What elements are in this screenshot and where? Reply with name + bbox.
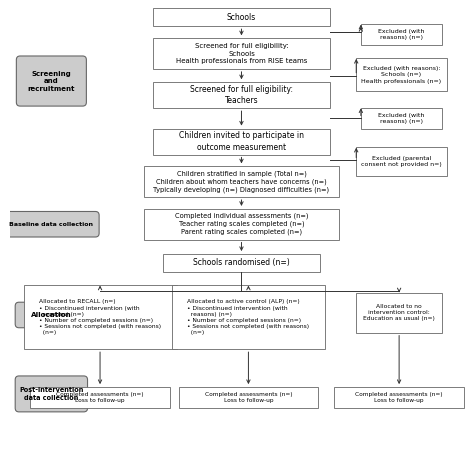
Text: Schools randomised (n=): Schools randomised (n=) [193,258,290,267]
FancyBboxPatch shape [154,128,329,155]
Text: Excluded (parental
consent not provided n=): Excluded (parental consent not provided … [361,156,442,167]
FancyBboxPatch shape [144,166,339,197]
FancyBboxPatch shape [30,387,170,408]
FancyBboxPatch shape [179,387,318,408]
FancyBboxPatch shape [24,285,176,349]
FancyBboxPatch shape [172,285,325,349]
Text: Screened for full eligibility:
Schools
Health professionals from RISE teams: Screened for full eligibility: Schools H… [176,43,307,64]
Text: Excluded (with reasons):
Schools (n=)
Health professionals (n=): Excluded (with reasons): Schools (n=) He… [361,66,441,83]
Text: Excluded (with
reasons) (n=): Excluded (with reasons) (n=) [378,113,425,124]
FancyBboxPatch shape [361,108,442,129]
Text: Allocated to RECALL (n=)
• Discontinued intervention (with
  reasons) (n=)
• Num: Allocated to RECALL (n=) • Discontinued … [39,300,161,335]
Text: Excluded (with
reasons) (n=): Excluded (with reasons) (n=) [378,29,425,40]
Text: Allocation: Allocation [31,312,72,318]
FancyBboxPatch shape [17,56,86,106]
Text: Children stratified in sample (Total n=)
Children about whom teachers have conce: Children stratified in sample (Total n=)… [154,171,329,193]
Text: Children invited to participate in
outcome measurement: Children invited to participate in outco… [179,131,304,152]
Text: Completed assessments (n=)
Loss to follow-up: Completed assessments (n=) Loss to follo… [56,392,144,403]
FancyBboxPatch shape [356,58,447,91]
Text: Allocated to active control (ALP) (n=)
• Discontinued intervention (with
  reaso: Allocated to active control (ALP) (n=) •… [187,300,310,335]
FancyBboxPatch shape [15,302,88,328]
Text: Completed individual assessments (n=)
Teacher rating scales completed (n=)
Paren: Completed individual assessments (n=) Te… [175,213,308,236]
FancyBboxPatch shape [15,376,88,412]
FancyBboxPatch shape [163,254,320,272]
Text: Schools: Schools [227,13,256,22]
Text: Screened for full eligibility:
Teachers: Screened for full eligibility: Teachers [190,85,293,105]
FancyBboxPatch shape [144,209,339,239]
FancyBboxPatch shape [154,82,329,108]
Text: Baseline data collection: Baseline data collection [9,222,93,227]
FancyBboxPatch shape [334,387,464,408]
FancyBboxPatch shape [356,292,442,333]
FancyBboxPatch shape [4,211,99,237]
FancyBboxPatch shape [154,38,329,69]
Text: Allocated to no
intervention control:
Education as usual (n=): Allocated to no intervention control: Ed… [363,304,435,321]
FancyBboxPatch shape [154,8,329,26]
Text: Post-intervention
data collection: Post-intervention data collection [19,387,83,401]
FancyBboxPatch shape [361,24,442,46]
Text: Screening
and
recruitment: Screening and recruitment [27,71,75,91]
Text: Completed assessments (n=)
Loss to follow-up: Completed assessments (n=) Loss to follo… [205,392,292,403]
FancyBboxPatch shape [356,147,447,175]
Text: Completed assessments (n=)
Loss to follow-up: Completed assessments (n=) Loss to follo… [356,392,443,403]
